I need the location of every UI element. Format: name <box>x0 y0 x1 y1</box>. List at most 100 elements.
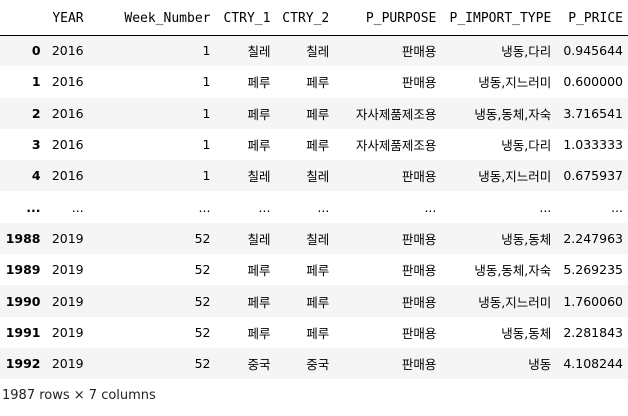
cell-week-number: 52 <box>194 356 211 372</box>
row-index: 3 <box>31 137 41 153</box>
cell-ctry-2: 페루 <box>306 138 330 154</box>
cell-ctry-2: 칠레 <box>306 231 330 247</box>
cell-ctry-1: 페루 <box>247 263 271 279</box>
header-p-import-type: P_IMPORT_TYPE <box>441 2 557 36</box>
header-row: YEAR Week_Number CTRY_1 CTRY_2 P_PURPOSE… <box>0 2 628 36</box>
cell-week-number: 52 <box>194 324 211 340</box>
cell-p-import-type: 냉동,지느러미 <box>478 294 552 310</box>
cell-year: 2019 <box>51 262 84 278</box>
cell-p-price: 2.281843 <box>563 324 623 340</box>
table-row: 3 2016 1 페루 페루 자사제품제조용 냉동,다리 1.033333 <box>0 128 628 161</box>
cell-p-price: 4.108244 <box>563 356 623 372</box>
table-body: 0 2016 1 칠레 칠레 판매용 냉동,다리 0.945644 1 2016 1 페루 페루 판매용 냉… <box>0 35 628 380</box>
cell-ctry-2: 페루 <box>306 106 330 122</box>
table-row: 1990 2019 52 페루 페루 판매용 냉동,지느러미 1.760060 <box>0 285 628 317</box>
cell-p-price: 1.033333 <box>563 137 623 153</box>
table-row: 1988 2019 52 칠레 칠레 판매용 냉동,동체 2.247963 <box>0 222 628 255</box>
cell-ctry-2: 페루 <box>306 263 330 279</box>
row-index: 1 <box>31 74 41 90</box>
row-index: 4 <box>31 168 41 184</box>
row-index: ... <box>26 199 41 215</box>
header-p-price: P_PRICE <box>556 2 628 36</box>
cell-ctry-1: 중국 <box>247 357 271 373</box>
cell-ctry-1: 페루 <box>247 75 271 91</box>
table-row: 2 2016 1 페루 페루 자사제품제조용 냉동,동체,자숙 3.716541 <box>0 97 628 129</box>
cell-p-purpose: 자사제품제조용 <box>355 106 437 122</box>
cell-ctry-2: 칠레 <box>306 44 330 60</box>
header-week-number: Week_Number <box>88 2 216 36</box>
cell-year: 2019 <box>51 356 84 372</box>
cell-p-import-type: 냉동,동체 <box>501 325 552 341</box>
cell-ctry-2: ... <box>317 199 330 215</box>
row-index: 0 <box>31 43 41 59</box>
cell-p-purpose: 자사제품제조용 <box>355 138 437 154</box>
cell-p-purpose: 판매용 <box>401 294 437 310</box>
cell-ctry-1: 페루 <box>247 325 271 341</box>
dataframe-shape-text: 1987 rows × 7 columns <box>2 388 156 403</box>
table-row: 0 2016 1 칠레 칠레 판매용 냉동,다리 0.945644 <box>0 35 628 67</box>
table-row: 1 2016 1 페루 페루 판매용 냉동,지느러미 0.600000 <box>0 66 628 98</box>
cell-ctry-1: ... <box>258 199 271 215</box>
cell-p-purpose: 판매용 <box>401 325 437 341</box>
cell-ctry-2: 페루 <box>306 294 330 310</box>
cell-ctry-1: 페루 <box>247 106 271 122</box>
cell-week-number: 52 <box>194 230 211 246</box>
cell-p-price: 5.269235 <box>563 262 623 278</box>
cell-week-number: 52 <box>194 293 211 309</box>
cell-week-number: 1 <box>202 74 211 90</box>
cell-p-purpose: 판매용 <box>401 44 437 60</box>
cell-p-purpose: 판매용 <box>401 169 437 185</box>
cell-p-purpose: 판매용 <box>401 357 437 373</box>
cell-p-price: 3.716541 <box>563 105 623 121</box>
header-index <box>0 2 46 36</box>
cell-week-number: 1 <box>202 43 211 59</box>
cell-ctry-1: 칠레 <box>247 169 271 185</box>
cell-year: ... <box>71 199 84 215</box>
dataframe-table: YEAR Week_Number CTRY_1 CTRY_2 P_PURPOSE… <box>0 2 628 380</box>
cell-week-number: 52 <box>194 262 211 278</box>
cell-ctry-2: 칠레 <box>306 169 330 185</box>
row-index: 1988 <box>5 230 41 246</box>
cell-p-import-type: 냉동 <box>528 357 552 373</box>
cell-year: 2016 <box>51 105 84 121</box>
cell-week-number: 1 <box>202 137 211 153</box>
table-row: ........................ <box>0 191 628 223</box>
cell-p-purpose: 판매용 <box>401 263 437 279</box>
cell-year: 2016 <box>51 168 84 184</box>
table-row: 4 2016 1 칠레 칠레 판매용 냉동,지느러미 0.675937 <box>0 160 628 192</box>
table-header: YEAR Week_Number CTRY_1 CTRY_2 P_PURPOSE… <box>0 2 628 36</box>
cell-p-import-type: 냉동,동체 <box>501 231 552 247</box>
header-ctry-2: CTRY_2 <box>275 2 335 36</box>
cell-p-purpose: ... <box>424 199 437 215</box>
cell-week-number: 1 <box>202 168 211 184</box>
cell-week-number: 1 <box>202 105 211 121</box>
table-row: 1989 2019 52 페루 페루 판매용 냉동,동체,자숙 5.269235 <box>0 254 628 286</box>
cell-p-price: 0.945644 <box>563 43 623 59</box>
cell-p-purpose: 판매용 <box>401 231 437 247</box>
cell-ctry-2: 페루 <box>306 325 330 341</box>
header-ctry-1: CTRY_1 <box>215 2 276 36</box>
cell-week-number: ... <box>198 199 211 215</box>
cell-ctry-1: 칠레 <box>247 231 271 247</box>
cell-p-price: 1.760060 <box>563 293 623 309</box>
cell-p-import-type: 냉동,지느러미 <box>478 169 552 185</box>
cell-ctry-1: 페루 <box>247 294 271 310</box>
cell-p-price: 0.675937 <box>563 168 623 184</box>
row-index: 1989 <box>5 262 41 278</box>
cell-year: 2019 <box>51 324 84 340</box>
cell-p-price: ... <box>611 199 623 215</box>
cell-p-import-type: 냉동,다리 <box>501 44 552 60</box>
cell-p-import-type: ... <box>539 199 552 215</box>
cell-ctry-1: 칠레 <box>247 44 271 60</box>
cell-p-import-type: 냉동,다리 <box>501 138 552 154</box>
cell-year: 2016 <box>51 74 84 90</box>
cell-ctry-2: 중국 <box>306 357 330 373</box>
cell-p-import-type: 냉동,동체,자숙 <box>474 106 552 122</box>
header-year: YEAR <box>45 2 89 36</box>
cell-p-price: 0.600000 <box>563 74 623 90</box>
cell-year: 2019 <box>51 293 84 309</box>
cell-p-import-type: 냉동,지느러미 <box>478 75 552 91</box>
table-row: 1992 2019 52 중국 중국 판매용 냉동 4.108244 <box>0 347 628 380</box>
row-index: 2 <box>31 105 41 121</box>
cell-year: 2016 <box>51 43 84 59</box>
